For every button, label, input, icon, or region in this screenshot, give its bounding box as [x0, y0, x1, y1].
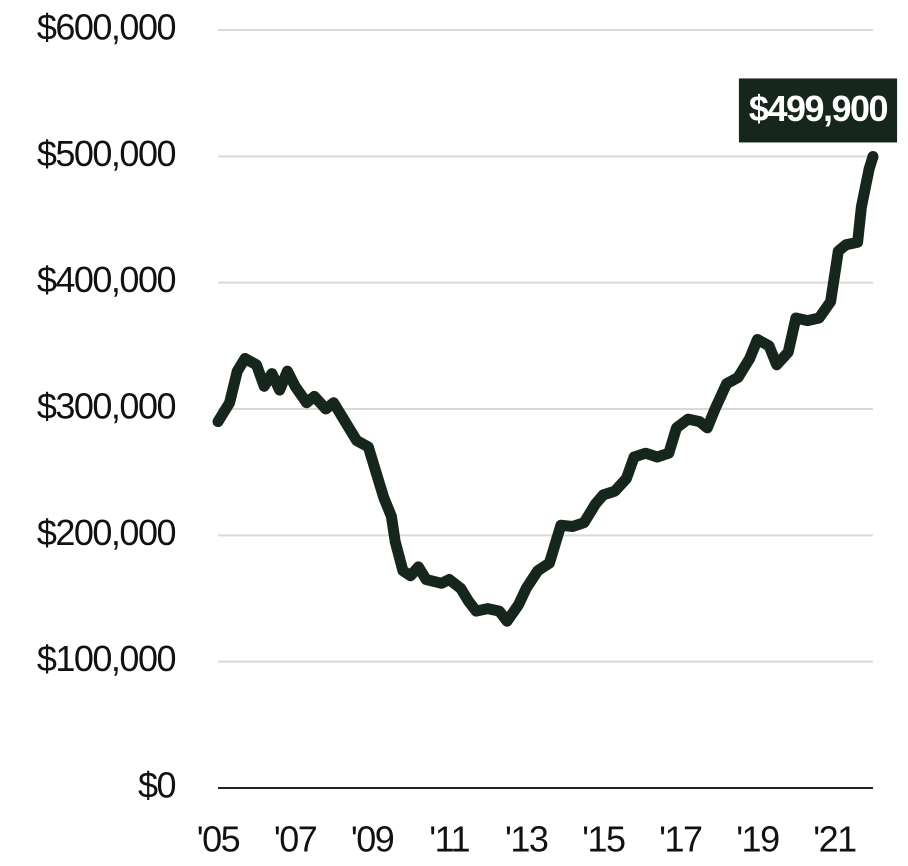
annotation: $499,900: [738, 78, 898, 143]
x-tick-label: '07: [274, 819, 317, 860]
y-tick-label: $0: [138, 765, 176, 806]
x-tick-label: '21: [813, 819, 856, 860]
annotation-box: [738, 78, 898, 143]
y-tick-label: $300,000: [37, 386, 176, 427]
x-tick-label: '11: [429, 819, 469, 860]
line: [212, 151, 879, 627]
x-tick-label: '05: [197, 819, 240, 860]
x-tick-label: '13: [505, 819, 548, 860]
annotation-label: $499,900: [749, 88, 888, 129]
x-tick-label: '17: [659, 819, 702, 860]
y-tick-label: $500,000: [37, 133, 176, 174]
y-tick-label: $200,000: [37, 512, 176, 553]
x-tick-label: '19: [736, 819, 779, 860]
y-tick-label: $100,000: [37, 638, 176, 679]
y-tick-label: $400,000: [37, 259, 176, 300]
y-tick-label: $600,000: [37, 7, 176, 48]
x-tick-label: '15: [582, 819, 625, 860]
x-tick-label: '09: [351, 819, 394, 860]
